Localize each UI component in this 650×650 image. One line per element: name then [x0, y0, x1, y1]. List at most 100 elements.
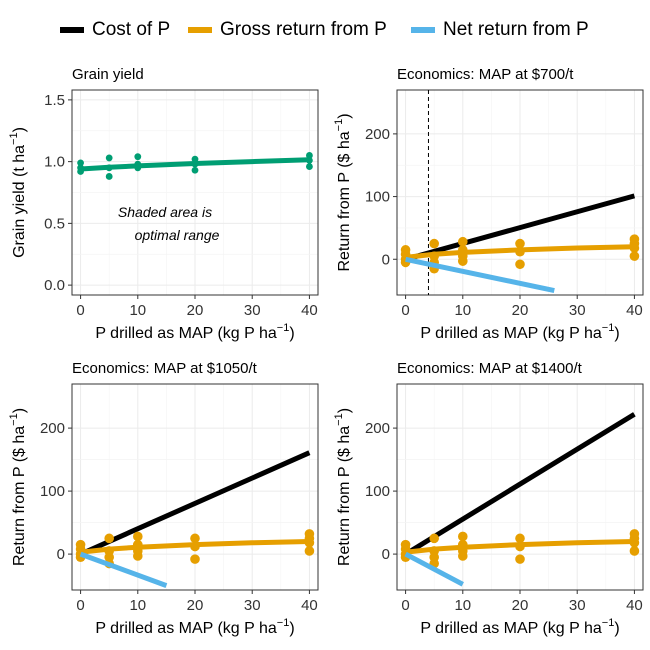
y-tick-label: 200 — [40, 420, 65, 437]
panel-title: Grain yield — [72, 66, 144, 83]
panel-title: Economics: MAP at $1050/t — [72, 360, 258, 377]
data-point-gross-return-from-p — [400, 539, 411, 550]
y-axis-label: Return from P ($ ha−1) — [8, 408, 28, 566]
legend-swatch-cost — [60, 27, 84, 33]
x-tick-label: 10 — [129, 302, 146, 319]
legend-item-net: Net return from P — [411, 12, 589, 48]
y-tick-label: 1.0 — [44, 154, 65, 171]
y-axis-label: Return from P ($ ha−1) — [333, 113, 353, 271]
x-tick-label: 40 — [626, 597, 643, 614]
x-axis-label: P drilled as MAP (kg P ha−1) — [95, 617, 294, 637]
x-tick-label: 40 — [301, 302, 318, 319]
data-point-yield — [306, 152, 313, 159]
x-tick-label: 20 — [187, 302, 204, 319]
x-tick-label: 10 — [454, 597, 471, 614]
y-tick-label: 1.5 — [44, 92, 65, 109]
y-tick-label: 0.5 — [44, 215, 65, 232]
data-point-gross-return-from-p — [304, 529, 315, 539]
series-line-gross-return-from-p — [405, 539, 635, 555]
series-line-gross-return-from-p — [405, 244, 635, 260]
x-tick-label: 30 — [569, 597, 586, 614]
series-line-cost-of-p — [404, 412, 636, 557]
data-point-yield — [134, 153, 142, 161]
legend-swatch-net — [411, 27, 435, 33]
series-line-cost-of-p — [404, 193, 636, 262]
data-point-yield — [77, 159, 84, 167]
legend-label-gross: Gross return from P — [220, 19, 387, 40]
y-tick-label: 0 — [382, 251, 390, 268]
data-point-yield — [191, 155, 199, 163]
data-point-gross-return-from-p — [515, 238, 525, 249]
panel-title: Economics: MAP at $1400/t — [397, 360, 583, 377]
x-axis-label: P drilled as MAP (kg P ha−1) — [420, 322, 619, 342]
chart-panel-1: Grain yield 0 10 20 30 40 0.0 0.5 1.0 1.5 P drille… — [8, 66, 319, 342]
x-tick-label: 0 — [401, 302, 409, 319]
series-line-gross-return-from-p — [80, 539, 310, 555]
data-point-yield — [306, 163, 313, 170]
series-line-net-return-from-p — [79, 551, 168, 588]
series-line-cost-of-p — [79, 450, 311, 557]
x-tick-label: 10 — [454, 302, 471, 319]
legend-item-gross: Gross return from P — [188, 12, 387, 48]
legend-swatch-gross — [188, 27, 212, 33]
x-tick-label: 40 — [301, 597, 318, 614]
series-line-net-return-from-p — [405, 256, 555, 294]
x-tick-label: 30 — [244, 302, 261, 319]
y-tick-label: 0 — [382, 546, 390, 563]
x-tick-label: 20 — [512, 597, 529, 614]
data-point-gross-return-from-p — [629, 546, 640, 556]
legend-item-cost: Cost of P — [60, 12, 170, 48]
data-point-gross-return-from-p — [629, 234, 640, 245]
y-tick-label: 0 — [57, 546, 65, 563]
series-line-yield — [80, 157, 310, 172]
data-point-gross-return-from-p — [515, 533, 525, 544]
data-point-gross-return-from-p — [629, 251, 640, 261]
x-tick-label: 0 — [401, 597, 409, 614]
data-point-gross-return-from-p — [457, 236, 468, 247]
y-axis-label: Return from P ($ ha−1) — [333, 408, 353, 566]
y-tick-label: 100 — [365, 483, 390, 500]
legend-label-cost: Cost of P — [92, 19, 171, 40]
legend-label-net: Net return from P — [443, 19, 589, 40]
data-point-gross-return-from-p — [515, 259, 525, 270]
data-point-gross-return-from-p — [457, 531, 468, 542]
chart-panel-2: Economics: MAP at $700/t 0 10 20 30 40 0 100 200… — [333, 66, 644, 342]
y-tick-label: 0.0 — [44, 277, 65, 294]
x-axis-label: P drilled as MAP (kg P ha−1) — [420, 617, 619, 637]
x-tick-label: 0 — [76, 302, 84, 319]
data-point-gross-return-from-p — [400, 245, 411, 255]
data-point-yield — [105, 173, 113, 180]
annotation-line-2: optimal range — [135, 227, 220, 243]
data-point-gross-return-from-p — [515, 554, 525, 564]
annotation-line-1: Shaded area is — [118, 204, 212, 220]
y-tick-label: 200 — [365, 126, 390, 143]
panel-title: Economics: MAP at $700/t — [397, 66, 574, 83]
x-tick-label: 0 — [76, 597, 84, 614]
data-point-gross-return-from-p — [429, 533, 439, 544]
chart-legend: Cost of P Gross return from P Net return… — [0, 12, 650, 48]
y-axis-label: Grain yield (t ha−1) — [8, 127, 28, 258]
x-axis-label: P drilled as MAP (kg P ha−1) — [95, 322, 294, 342]
y-tick-label: 100 — [365, 189, 390, 206]
data-point-gross-return-from-p — [304, 546, 315, 556]
x-tick-label: 30 — [569, 302, 586, 319]
data-point-gross-return-from-p — [429, 238, 439, 249]
y-tick-label: 200 — [365, 420, 390, 437]
x-tick-label: 40 — [626, 302, 643, 319]
series-line-net-return-from-p — [404, 551, 464, 587]
data-point-yield — [191, 166, 199, 174]
data-point-gross-return-from-p — [75, 539, 86, 550]
data-point-gross-return-from-p — [104, 533, 114, 544]
x-tick-label: 20 — [512, 302, 529, 319]
chart-panel-4: Economics: MAP at $1400/t 0 10 20 30 40 0 100 20… — [333, 360, 644, 637]
y-tick-label: 100 — [40, 483, 65, 500]
data-point-gross-return-from-p — [190, 533, 200, 544]
x-tick-label: 20 — [187, 597, 204, 614]
chart-panel-3: Economics: MAP at $1050/t 0 10 20 30 40 0 100 20… — [8, 360, 319, 637]
data-point-yield — [105, 154, 113, 162]
data-point-gross-return-from-p — [629, 529, 640, 539]
data-point-gross-return-from-p — [190, 554, 200, 564]
data-point-gross-return-from-p — [132, 531, 143, 542]
x-tick-label: 10 — [129, 597, 146, 614]
